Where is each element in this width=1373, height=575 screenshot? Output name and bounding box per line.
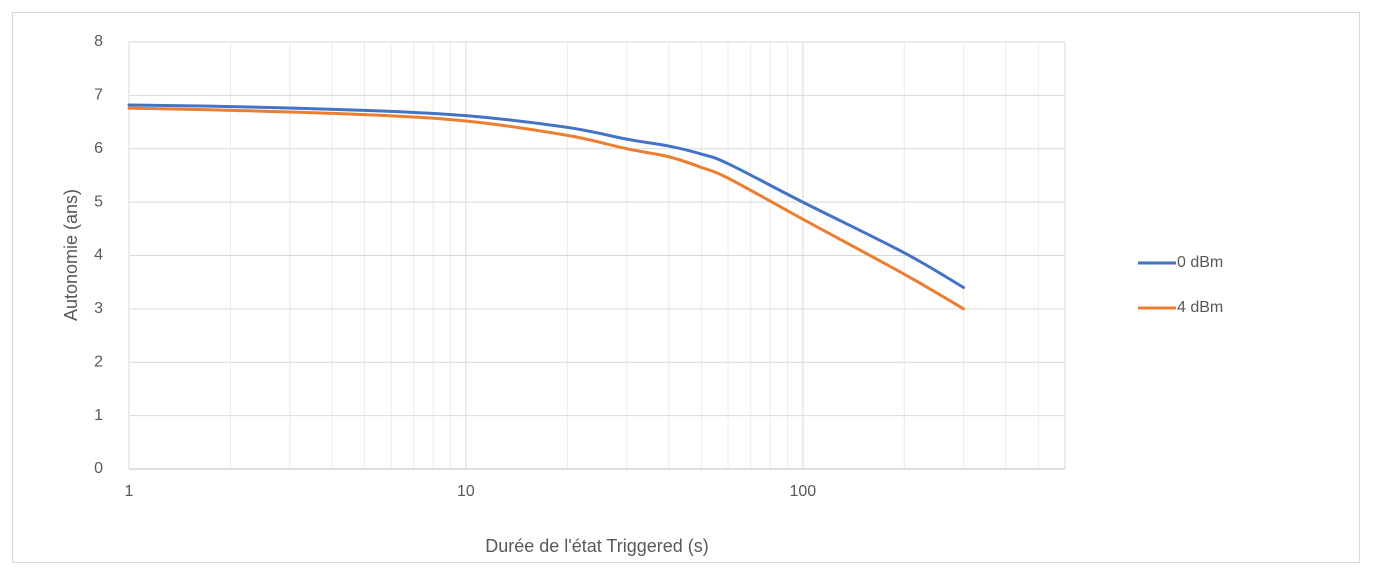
- y-tick-label: 2: [94, 353, 103, 370]
- y-tick-label: 4: [94, 247, 103, 264]
- chart-border: [12, 12, 1360, 563]
- legend-label: 0 dBm: [1177, 254, 1223, 271]
- legend-label: 4 dBm: [1177, 299, 1223, 316]
- y-tick-label: 1: [94, 407, 103, 424]
- x-tick-label: 1: [125, 483, 134, 500]
- y-tick-label: 0: [94, 460, 103, 477]
- x-tick-label: 100: [789, 483, 816, 500]
- y-axis-title: Autonomie (ans): [61, 189, 81, 321]
- y-tick-label: 7: [94, 87, 103, 104]
- series-line: [127, 106, 966, 311]
- x-axis-title: Durée de l'état Triggered (s): [485, 536, 709, 556]
- x-tick-label: 10: [457, 483, 475, 500]
- y-tick-label: 8: [94, 33, 103, 50]
- y-tick-label: 3: [94, 300, 103, 317]
- y-tick-label: 5: [94, 193, 103, 210]
- series-line: [127, 103, 966, 290]
- y-tick-label: 6: [94, 140, 103, 157]
